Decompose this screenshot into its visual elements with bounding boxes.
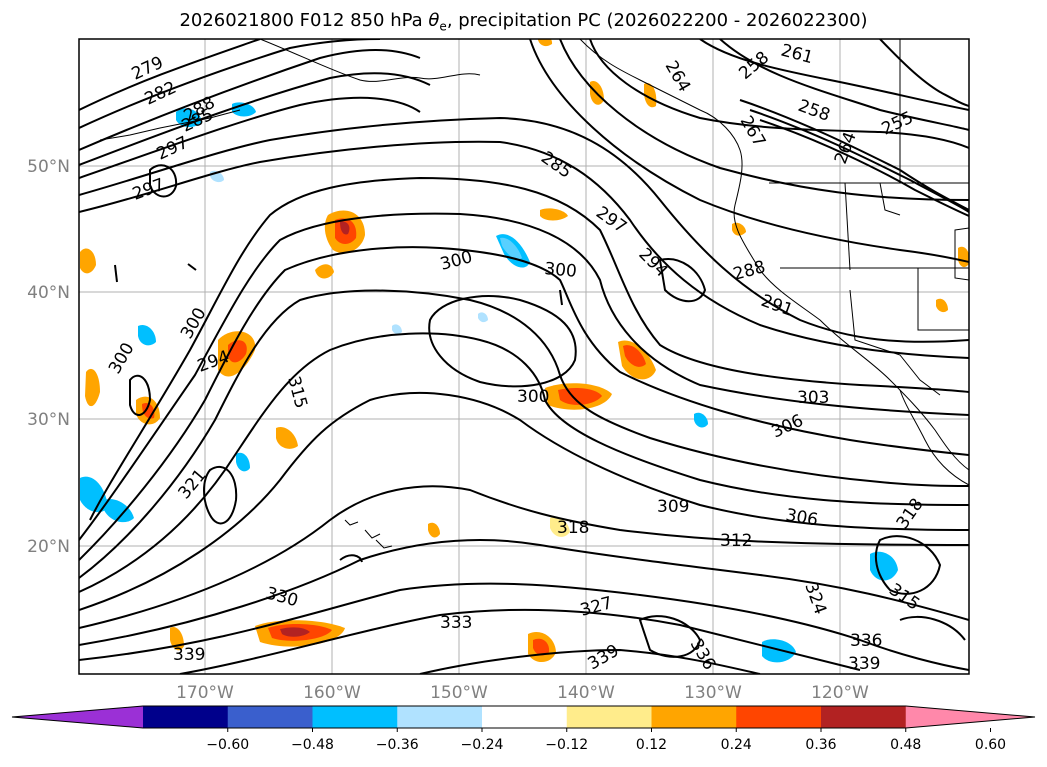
contour-label: 339 [173,645,205,665]
colorbar-bin [482,706,568,728]
lon-tick-label: 120°W [811,683,869,703]
map-title: 2026021800 F012 850 hPa θe, precipitatio… [179,10,868,34]
colorbar-bin [651,706,737,728]
contour-label: 318 [557,518,589,538]
colorbar-tick-label: 0.36 [805,737,836,753]
colorbar-bin [566,706,652,728]
colorbar-bin [143,706,229,728]
lon-tick-label: 130°W [684,683,742,703]
map-frame [78,38,970,675]
contour-label: 333 [440,613,472,633]
contour-label: 303 [797,388,829,408]
colorbar-bin [227,706,313,728]
colorbar-tick-label: 0.12 [636,737,667,753]
colorbar-tick-label: −0.12 [545,737,588,753]
colorbar-tick-label: −0.24 [461,737,504,753]
lon-axis: 170°W 160°W 150°W 140°W 130°W 120°W [176,683,869,703]
colorbar: −0.60 −0.48 −0.36 −0.24 −0.12 0.12 0.24 0.36 0.4… [11,705,1036,753]
contour-label: 300 [544,259,578,282]
colorbar-tick-label: −0.60 [206,737,249,753]
coastlines [99,39,969,549]
lat-axis: 50°N 40°N 30°N 20°N [27,157,70,557]
colorbar-extend-min [12,706,143,728]
lon-tick-label: 140°W [557,683,615,703]
colorbar-tick-label: 0.24 [721,737,752,753]
lat-tick-label: 50°N [27,157,70,177]
colorbar-bin [397,706,483,728]
colorbar-tick-label: 0.48 [890,737,921,753]
lon-tick-label: 170°W [176,683,234,703]
contour-label: 309 [657,497,689,517]
colorbar-bin [821,706,907,728]
lat-tick-label: 20°N [27,537,70,557]
colorbar-tick-label: 0.60 [975,737,1006,753]
colorbar-tick-label: −0.48 [291,737,334,753]
colorbar-extend-max [905,706,1035,728]
theta-e-contours [79,39,969,674]
lat-tick-label: 30°N [27,410,70,430]
graticule [79,39,969,674]
colorbar-outline [11,705,1036,729]
colorbar-bin [312,706,398,728]
lon-tick-label: 160°W [303,683,361,703]
lat-tick-label: 40°N [27,283,70,303]
colorbar-tick-label: −0.36 [376,737,419,753]
colorbar-bin [736,706,822,728]
contour-label: 312 [720,531,752,551]
contour-label: 336 [850,631,882,651]
contour-label: 300 [517,387,549,407]
contour-label: 339 [848,654,880,674]
lon-tick-label: 150°W [430,683,488,703]
